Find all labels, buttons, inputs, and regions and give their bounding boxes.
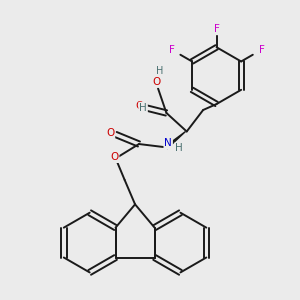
Text: O: O xyxy=(110,152,118,162)
Text: H: H xyxy=(175,143,183,153)
Text: O: O xyxy=(153,77,161,87)
Polygon shape xyxy=(167,131,185,149)
Text: N: N xyxy=(164,138,172,148)
Text: H: H xyxy=(156,66,163,76)
Text: O: O xyxy=(106,128,114,138)
Text: O: O xyxy=(135,101,144,111)
Text: H: H xyxy=(139,103,147,112)
Text: F: F xyxy=(169,45,174,55)
Text: F: F xyxy=(259,45,265,55)
Text: F: F xyxy=(214,24,220,34)
